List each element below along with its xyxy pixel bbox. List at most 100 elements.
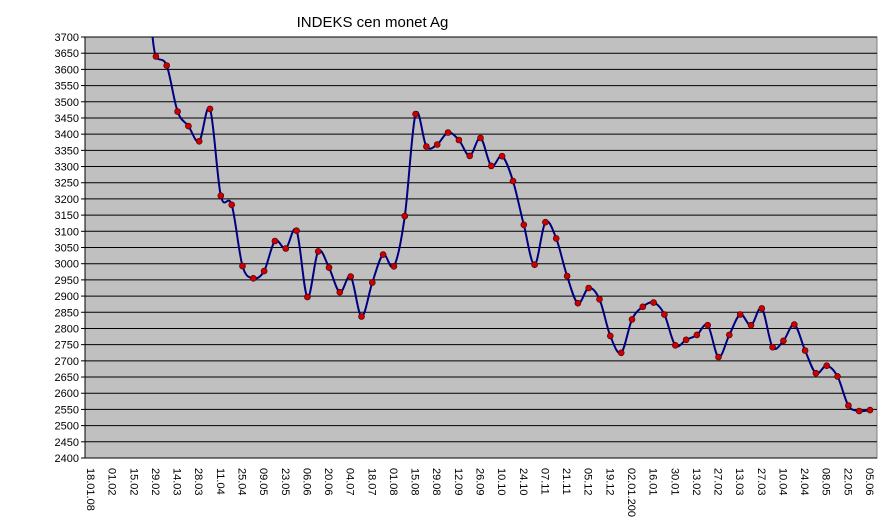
x-tick-label: 23.05 bbox=[279, 468, 291, 496]
data-point bbox=[239, 262, 246, 270]
data-point bbox=[250, 274, 257, 282]
x-tick-label: 18.01.08 bbox=[84, 468, 96, 511]
data-point bbox=[585, 284, 593, 292]
data-point bbox=[606, 332, 614, 340]
y-tick-label: 3100 bbox=[55, 226, 79, 238]
x-tick-label: 10.10 bbox=[495, 468, 507, 496]
data-point bbox=[596, 295, 603, 303]
y-tick-label: 3000 bbox=[55, 259, 79, 271]
data-point bbox=[498, 152, 506, 160]
x-tick-label: 02.01.200 bbox=[625, 468, 637, 517]
x-tick-label: 01.08 bbox=[387, 468, 399, 496]
data-point bbox=[758, 305, 766, 312]
y-tick-label: 2850 bbox=[55, 307, 79, 319]
data-point bbox=[801, 347, 809, 354]
y-tick-label: 3200 bbox=[55, 194, 79, 206]
x-tick-label: 26.09 bbox=[474, 468, 486, 496]
data-point bbox=[704, 321, 712, 329]
y-tick-label: 2950 bbox=[55, 275, 79, 287]
x-tick-label: 14.03 bbox=[171, 468, 183, 496]
data-point bbox=[401, 212, 409, 220]
data-point bbox=[866, 406, 874, 414]
data-point bbox=[185, 122, 192, 130]
data-point bbox=[477, 134, 484, 142]
x-tick-label: 19.12 bbox=[603, 468, 615, 496]
y-tick-label: 3400 bbox=[55, 129, 79, 141]
y-tick-label: 2500 bbox=[55, 421, 79, 433]
y-tick-label: 3500 bbox=[55, 97, 79, 109]
data-point bbox=[390, 262, 398, 270]
x-tick-label: 05.06 bbox=[863, 468, 875, 496]
data-point bbox=[368, 279, 376, 286]
x-tick-label: 04.07 bbox=[344, 468, 356, 496]
data-point bbox=[325, 264, 333, 271]
x-tick-label: 29.02 bbox=[149, 468, 161, 496]
data-point bbox=[693, 331, 701, 339]
data-point bbox=[228, 201, 235, 209]
x-tick-label: 12.09 bbox=[452, 468, 464, 496]
data-point bbox=[163, 62, 170, 69]
y-tick-label: 2750 bbox=[55, 340, 79, 352]
y-axis: 2400 2450 2500 2550 2600 2650 2700 2750 2800 2850… bbox=[55, 32, 86, 465]
x-tick-label: 08.05 bbox=[820, 468, 832, 496]
data-point bbox=[347, 273, 355, 280]
y-tick-label: 3050 bbox=[55, 243, 79, 255]
y-tick-label: 3600 bbox=[55, 64, 79, 76]
x-tick-label: 29.08 bbox=[430, 468, 442, 496]
data-point bbox=[790, 321, 798, 328]
x-tick-label: 24.04 bbox=[798, 468, 810, 496]
y-tick-label: 2900 bbox=[55, 291, 79, 303]
data-point bbox=[617, 349, 625, 357]
data-point bbox=[304, 293, 311, 301]
data-point bbox=[423, 143, 430, 150]
data-point bbox=[574, 299, 582, 307]
y-tick-label: 3250 bbox=[55, 178, 79, 190]
y-tick-label: 3700 bbox=[55, 32, 79, 44]
y-tick-label: 2600 bbox=[55, 388, 79, 400]
data-point bbox=[314, 248, 322, 255]
data-point bbox=[195, 138, 203, 145]
data-point bbox=[747, 321, 755, 329]
data-point bbox=[379, 251, 387, 258]
data-point bbox=[650, 299, 657, 306]
gridlines bbox=[85, 36, 877, 459]
x-tick-label: 28.03 bbox=[192, 468, 204, 496]
chart-title: INDEKS cen monet Ag bbox=[296, 14, 449, 31]
data-point bbox=[487, 162, 495, 170]
x-tick-label: 09.05 bbox=[257, 468, 269, 496]
data-point bbox=[217, 192, 225, 199]
data-point bbox=[271, 237, 279, 245]
y-tick-label: 2450 bbox=[55, 437, 79, 449]
data-point bbox=[639, 303, 647, 311]
x-tick-label: 24.10 bbox=[517, 468, 529, 496]
x-tick-label: 13.02 bbox=[690, 468, 702, 496]
y-tick-label: 3450 bbox=[55, 113, 79, 125]
x-tick-label: 15.02 bbox=[127, 468, 139, 496]
data-point bbox=[834, 373, 841, 380]
data-point bbox=[823, 362, 831, 370]
data-point bbox=[552, 235, 560, 242]
data-point bbox=[563, 272, 571, 280]
x-tick-label: 20.06 bbox=[322, 468, 334, 496]
data-point bbox=[152, 53, 160, 60]
data-point bbox=[509, 177, 517, 185]
data-point bbox=[282, 245, 290, 252]
data-point bbox=[293, 227, 300, 234]
data-point bbox=[715, 353, 722, 361]
data-point bbox=[466, 152, 474, 160]
data-point bbox=[736, 311, 744, 318]
x-tick-label: 13.03 bbox=[733, 468, 745, 496]
data-point bbox=[542, 218, 549, 226]
data-point bbox=[682, 336, 690, 344]
x-axis: 18.01.08 01.02 15.02 29.02 14.03 28.03 11.04 25… bbox=[84, 457, 877, 517]
y-tick-label: 2550 bbox=[55, 404, 79, 416]
data-point bbox=[725, 331, 733, 339]
x-tick-label: 15.08 bbox=[409, 468, 421, 496]
y-tick-label: 2400 bbox=[55, 453, 79, 465]
y-tick-label: 3650 bbox=[55, 48, 79, 60]
x-tick-label: 25.04 bbox=[235, 468, 247, 496]
data-point bbox=[780, 337, 787, 345]
data-point bbox=[845, 402, 852, 409]
data-point bbox=[520, 221, 528, 229]
data-point bbox=[336, 288, 344, 296]
